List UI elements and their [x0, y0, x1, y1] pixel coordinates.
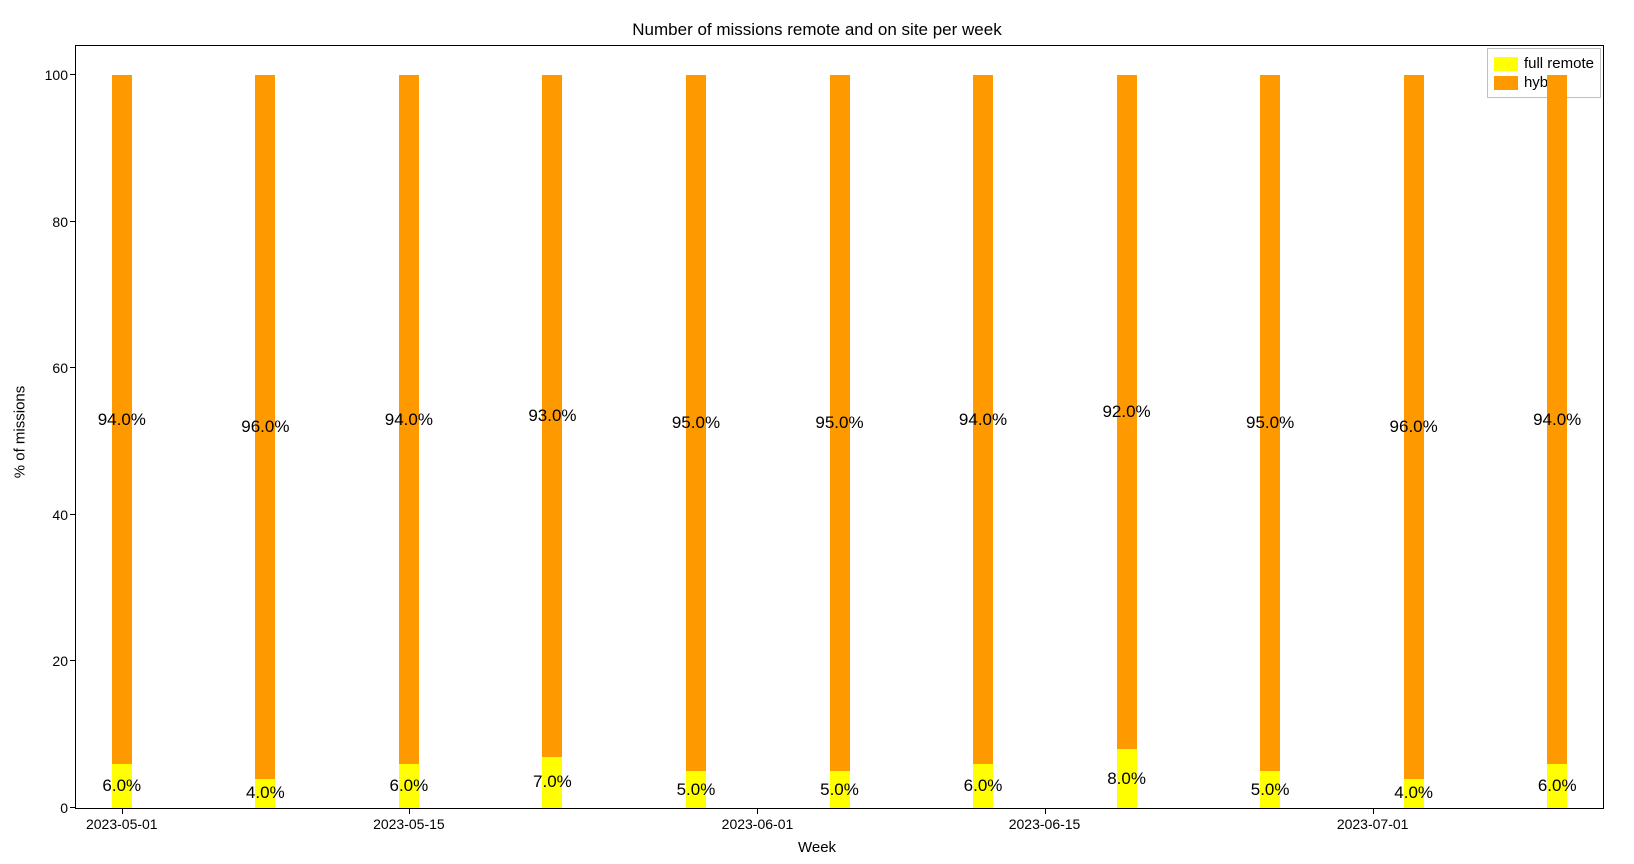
chart-container: Number of missions remote and on site pe…: [0, 0, 1634, 864]
bar-label-hybrid: 95.0%: [1246, 413, 1294, 433]
plot-area: full remote hybrid 0204060801002023-05-0…: [75, 45, 1604, 809]
bar-label-hybrid: 95.0%: [672, 413, 720, 433]
x-tick-label: 2023-05-01: [86, 816, 158, 832]
y-tick-mark: [70, 514, 76, 515]
y-tick-label: 0: [60, 800, 68, 816]
bar-label-full-remote: 5.0%: [1251, 780, 1290, 800]
y-tick-mark: [70, 74, 76, 75]
y-tick-mark: [70, 660, 76, 661]
x-tick-mark: [122, 808, 123, 814]
stacked-bar: [830, 75, 850, 808]
y-tick-mark: [70, 221, 76, 222]
bar-label-hybrid: 95.0%: [815, 413, 863, 433]
legend-label-full-remote: full remote: [1524, 55, 1594, 72]
plot-wrapper: full remote hybrid 0204060801002023-05-0…: [75, 45, 1604, 809]
legend-item-full-remote: full remote: [1494, 55, 1594, 72]
x-tick-label: 2023-07-01: [1337, 816, 1409, 832]
legend-swatch-hybrid: [1494, 76, 1518, 90]
y-tick-label: 100: [45, 67, 68, 83]
y-tick-mark: [70, 807, 76, 808]
y-tick-mark: [70, 367, 76, 368]
bar-label-full-remote: 6.0%: [964, 776, 1003, 796]
bar-label-full-remote: 7.0%: [533, 772, 572, 792]
bar-label-full-remote: 4.0%: [1394, 783, 1433, 803]
bar-label-full-remote: 6.0%: [102, 776, 141, 796]
x-tick-mark: [1045, 808, 1046, 814]
bar-label-hybrid: 96.0%: [1390, 417, 1438, 437]
stacked-bar: [1117, 75, 1137, 808]
legend: full remote hybrid: [1487, 48, 1601, 98]
bar-label-full-remote: 4.0%: [246, 783, 285, 803]
x-tick-label: 2023-05-15: [373, 816, 445, 832]
x-tick-mark: [1373, 808, 1374, 814]
legend-swatch-full-remote: [1494, 57, 1518, 71]
bar-label-hybrid: 93.0%: [528, 406, 576, 426]
x-tick-label: 2023-06-15: [1009, 816, 1081, 832]
stacked-bar: [399, 75, 419, 808]
stacked-bar: [255, 75, 275, 808]
bar-label-hybrid: 94.0%: [98, 410, 146, 430]
bar-label-hybrid: 94.0%: [1533, 410, 1581, 430]
bar-label-full-remote: 6.0%: [1538, 776, 1577, 796]
bar-label-full-remote: 8.0%: [1107, 769, 1146, 789]
x-axis-label: Week: [798, 839, 836, 856]
y-tick-label: 80: [52, 214, 68, 230]
y-tick-label: 40: [52, 507, 68, 523]
x-tick-mark: [757, 808, 758, 814]
bar-label-full-remote: 5.0%: [677, 780, 716, 800]
stacked-bar: [1547, 75, 1567, 808]
legend-item-hybrid: hybrid: [1494, 74, 1594, 91]
stacked-bar: [686, 75, 706, 808]
bar-label-full-remote: 6.0%: [390, 776, 429, 796]
stacked-bar: [542, 75, 562, 808]
bar-label-full-remote: 5.0%: [820, 780, 859, 800]
stacked-bar: [1260, 75, 1280, 808]
bar-label-hybrid: 96.0%: [241, 417, 289, 437]
bar-label-hybrid: 94.0%: [385, 410, 433, 430]
y-tick-label: 20: [52, 653, 68, 669]
bar-label-hybrid: 94.0%: [959, 410, 1007, 430]
stacked-bar: [1404, 75, 1424, 808]
x-tick-label: 2023-06-01: [722, 816, 794, 832]
chart-title: Number of missions remote and on site pe…: [0, 20, 1634, 40]
stacked-bar: [112, 75, 132, 808]
y-axis-label: % of missions: [12, 386, 29, 479]
bar-label-hybrid: 92.0%: [1102, 402, 1150, 422]
stacked-bar: [973, 75, 993, 808]
x-tick-mark: [409, 808, 410, 814]
y-tick-label: 60: [52, 360, 68, 376]
